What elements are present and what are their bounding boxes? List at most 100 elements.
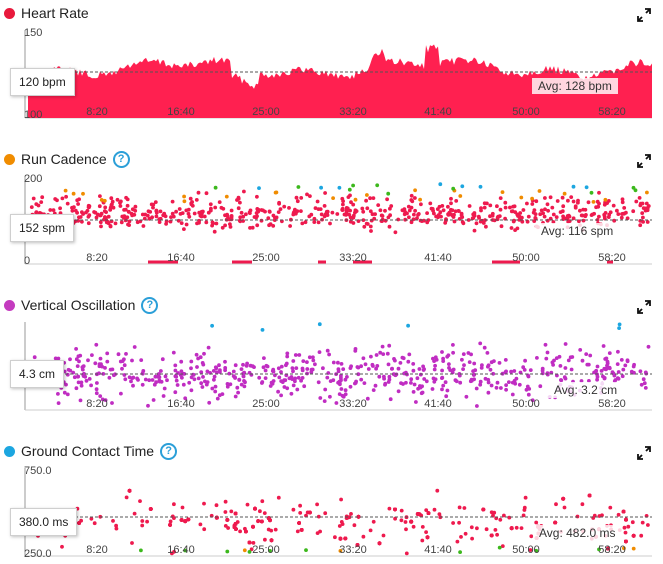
data-point	[595, 364, 600, 369]
data-point	[227, 371, 232, 376]
data-point	[98, 394, 103, 398]
expand-arrows-icon[interactable]	[637, 300, 651, 314]
data-point	[151, 398, 156, 402]
data-point	[545, 372, 550, 377]
x-tick-label: 8:20	[86, 398, 108, 410]
data-point	[566, 358, 571, 363]
expand-arrows-icon[interactable]	[637, 446, 651, 460]
data-point	[535, 356, 539, 360]
data-point	[296, 375, 301, 380]
data-point	[217, 200, 222, 204]
data-point	[489, 533, 494, 538]
data-point	[451, 350, 455, 355]
data-point	[406, 359, 411, 364]
data-point	[380, 214, 385, 218]
data-point	[424, 379, 429, 384]
data-point	[200, 361, 205, 365]
data-point	[241, 214, 246, 219]
expand-arrows-icon[interactable]	[637, 8, 651, 22]
data-point	[412, 382, 417, 387]
data-point	[543, 207, 547, 212]
vertical-oscillation-chart	[24, 322, 652, 411]
data-point	[293, 376, 298, 381]
data-point	[205, 369, 210, 374]
data-point	[85, 208, 90, 213]
data-point	[287, 376, 292, 381]
data-point	[51, 208, 56, 212]
help-circle-icon[interactable]: ?	[141, 296, 159, 314]
data-point	[293, 379, 297, 384]
data-point	[368, 528, 373, 533]
data-point	[418, 197, 422, 202]
data-point	[298, 503, 302, 508]
data-point	[345, 206, 350, 211]
data-point	[437, 512, 442, 516]
x-tick-label: 33:20	[339, 544, 367, 556]
data-point	[393, 230, 398, 235]
data-point	[356, 372, 361, 377]
data-point	[79, 383, 84, 388]
data-point	[646, 344, 651, 349]
data-point	[451, 186, 456, 191]
data-point	[616, 376, 621, 381]
data-point	[247, 540, 252, 545]
data-point	[557, 354, 562, 359]
data-point	[495, 217, 500, 222]
data-point	[114, 526, 119, 531]
data-point	[239, 367, 244, 371]
data-point	[451, 215, 456, 219]
data-point	[140, 382, 145, 387]
help-circle-icon[interactable]: ?	[160, 442, 178, 460]
data-point	[364, 221, 369, 226]
data-point	[446, 204, 450, 209]
data-point	[472, 372, 476, 377]
data-point	[302, 384, 307, 389]
data-point	[518, 370, 523, 375]
data-point	[125, 203, 130, 208]
data-point	[233, 376, 238, 380]
data-point	[523, 495, 528, 500]
data-point	[623, 363, 628, 368]
data-point	[99, 224, 103, 229]
ground-contact-time-title: Ground Contact Time ?	[4, 441, 178, 461]
data-point	[486, 390, 491, 395]
data-point	[401, 356, 406, 361]
data-point	[110, 401, 114, 405]
data-point	[378, 350, 383, 355]
data-point	[410, 199, 415, 204]
x-tick-label: 16:40	[167, 106, 195, 118]
data-point	[235, 385, 240, 390]
help-circle-icon[interactable]: ?	[112, 150, 130, 168]
data-point	[298, 511, 303, 515]
data-point	[495, 532, 499, 537]
data-point	[98, 220, 103, 225]
data-point	[238, 215, 243, 220]
data-point	[139, 548, 143, 553]
data-point	[511, 204, 515, 209]
data-point	[200, 385, 205, 389]
data-point	[316, 514, 321, 519]
data-point	[154, 214, 159, 219]
data-point	[124, 195, 128, 200]
data-point	[34, 210, 38, 215]
data-point	[479, 208, 483, 213]
data-point	[86, 358, 90, 363]
data-point	[521, 208, 526, 212]
data-point	[262, 511, 267, 515]
data-point	[555, 373, 559, 378]
data-point	[212, 229, 217, 234]
data-point	[295, 387, 300, 392]
data-point	[449, 201, 453, 206]
data-point	[481, 507, 486, 512]
data-point	[478, 341, 483, 346]
data-point	[301, 359, 306, 363]
expand-arrows-icon[interactable]	[637, 154, 651, 168]
data-point	[610, 370, 615, 375]
data-point	[225, 382, 230, 386]
data-point	[526, 214, 531, 219]
data-point	[215, 396, 220, 401]
run-cadence-average-label: Avg: 116 spm	[535, 223, 620, 239]
data-point	[172, 549, 177, 554]
data-point	[116, 352, 121, 357]
data-point	[601, 344, 606, 348]
